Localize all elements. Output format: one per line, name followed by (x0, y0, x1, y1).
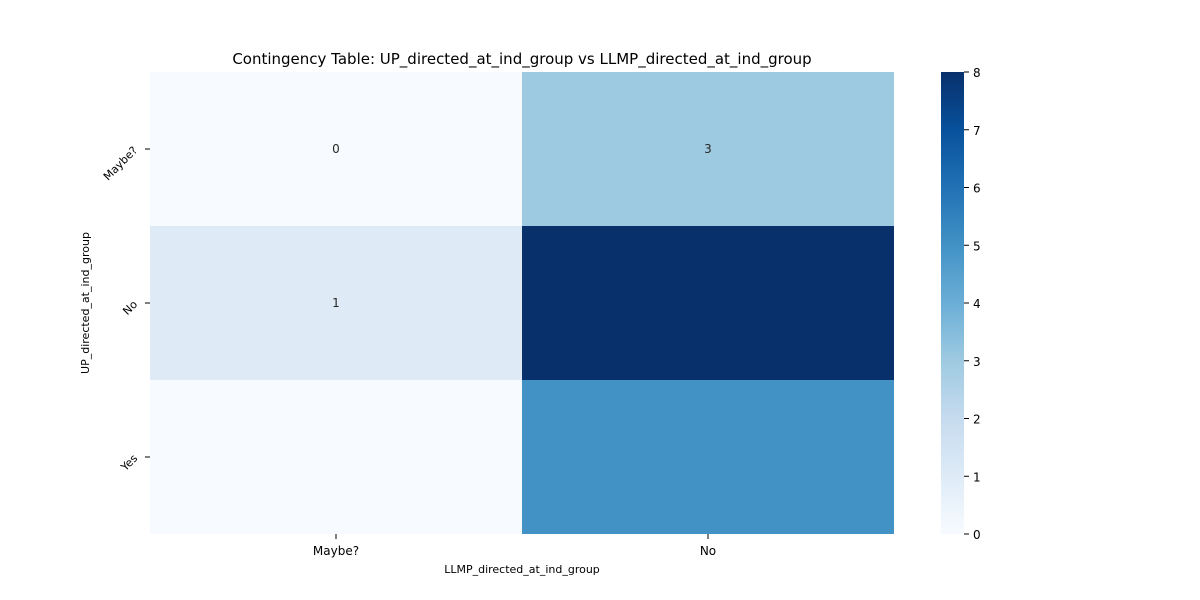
x-axis-ticks: Maybe? No (313, 534, 716, 558)
heatmap-cell (150, 226, 522, 380)
heatmap-cells: 0 3 1 (150, 72, 894, 534)
x-tick-label: No (700, 544, 716, 558)
heatmap-cell (150, 72, 522, 226)
colorbar-tick-label: 5 (973, 239, 981, 253)
y-tick-label: Yes (118, 452, 141, 475)
chart-title: Contingency Table: UP_directed_at_ind_gr… (232, 50, 811, 69)
colorbar-tick-label: 4 (973, 297, 981, 311)
x-axis-label: LLMP_directed_at_ind_group (444, 563, 600, 576)
x-tick-label: Maybe? (313, 544, 359, 558)
colorbar-tick-label: 6 (973, 182, 981, 196)
heatmap-cell (522, 72, 894, 226)
heatmap-cell (150, 380, 522, 534)
colorbar-tick-label: 7 (973, 124, 981, 138)
colorbar-tick-label: 2 (973, 413, 981, 427)
cell-value-label: 1 (332, 296, 340, 310)
y-axis-label: UP_directed_at_ind_group (79, 232, 92, 374)
colorbar: 0 1 2 3 4 5 6 7 8 (941, 66, 981, 542)
colorbar-tick-label: 3 (973, 355, 981, 369)
colorbar-tick-label: 1 (973, 470, 981, 484)
cell-value-label: 3 (704, 142, 712, 156)
cell-value-label: 0 (332, 142, 340, 156)
y-tick-label: Maybe? (101, 144, 140, 183)
y-tick-label: No (120, 298, 140, 318)
heatmap-cell (522, 226, 894, 380)
colorbar-tick-label: 8 (973, 66, 981, 80)
colorbar-gradient-bar (941, 72, 964, 534)
heatmap-cell (522, 380, 894, 534)
y-axis-ticks: Maybe? No Yes (101, 144, 150, 475)
colorbar-tick-label: 0 (973, 528, 981, 542)
